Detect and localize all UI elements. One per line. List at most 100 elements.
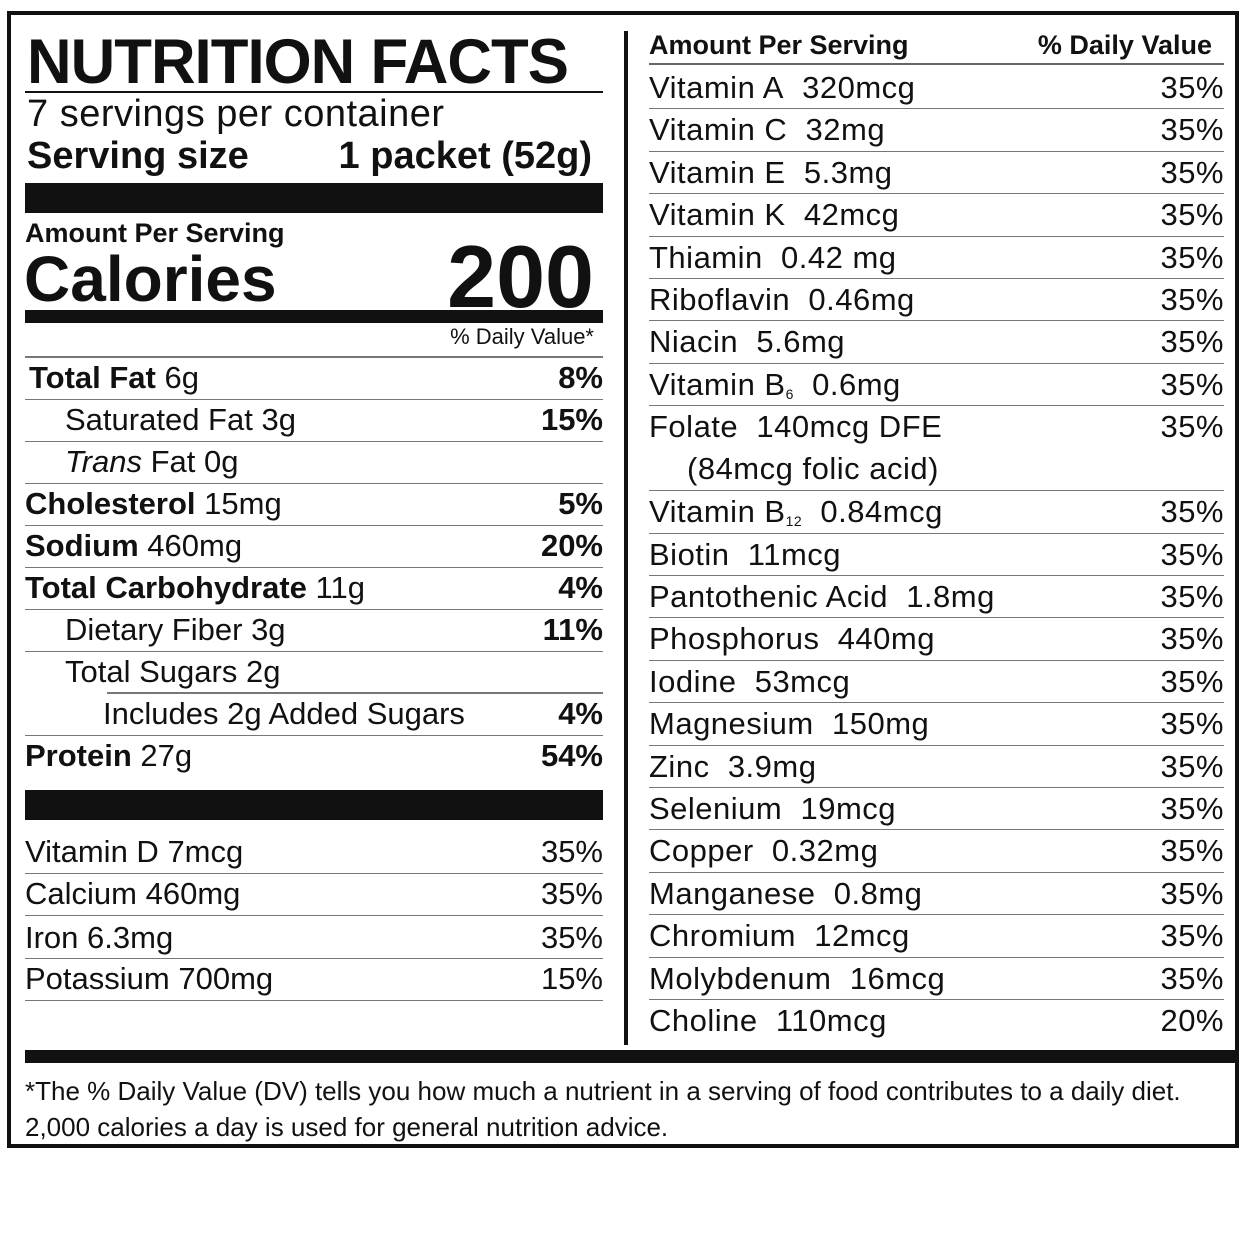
nutrient-dv: 15% — [540, 402, 603, 437]
micronutrient-subscript: 6 — [785, 385, 794, 402]
label-title: NUTRITION FACTS — [27, 27, 569, 97]
nutrient-name: Cholesterol — [25, 486, 196, 521]
nutrient-row-trans-fat: Trans Fat 0g — [25, 442, 603, 484]
nutrient-amount: 3g — [261, 402, 296, 437]
micronutrient-dv: 35% — [1160, 918, 1224, 954]
nutrient-amount: 460mg — [147, 528, 243, 563]
micronutrient-amount: 0.8mg — [833, 875, 923, 911]
micronutrient-dv: 35% — [1160, 621, 1224, 657]
nutrient-name: Saturated Fat — [65, 402, 253, 437]
micronutrient-amount: 32mg — [805, 112, 886, 148]
nutrient-row-total-carbohydrate: Total Carbohydrate 11g 4% — [25, 568, 603, 610]
micronutrient-dv: 35% — [1160, 494, 1224, 530]
nutrient-amount: 0g — [204, 444, 239, 479]
mineral-name: Potassium — [25, 961, 170, 996]
nutrient-row-total-fat: Total Fat 6g 8% — [25, 358, 603, 400]
micronutrient-name: Vitamin B — [649, 494, 786, 530]
micronutrient-row: Riboflavin 0.46mg 35% — [649, 279, 1224, 322]
nutrient-amount: 3g — [251, 612, 286, 647]
micronutrient-row: Biotin 11mcg 35% — [649, 534, 1224, 576]
micronutrient-amount: 5.6mg — [756, 324, 846, 360]
micronutrient-row: Vitamin A 320mcg 35% — [649, 67, 1224, 110]
micronutrient-row: Magnesium 150mg 35% — [649, 703, 1224, 746]
micronutrient-row: Folate 140mcg DFE (84mcg folic acid) 35% — [649, 406, 1224, 492]
nutrient-dv: 11% — [542, 612, 603, 647]
micronutrient-row: Vitamin B12 0.84mcg 35% — [649, 491, 1224, 534]
micronutrient-dv: 35% — [1160, 875, 1224, 911]
micronutrient-dv: 35% — [1160, 409, 1224, 445]
mineral-dv: 35% — [540, 920, 603, 955]
micronutrient-row: Vitamin C 32mg 35% — [649, 109, 1224, 152]
nutrient-row-cholesterol: Cholesterol 15mg 5% — [25, 484, 603, 526]
servings-per-container: 7 servings per container — [27, 93, 445, 135]
mineral-row-potassium: Potassium 700mg 15% — [25, 959, 603, 1001]
micronutrient-name: Choline — [649, 1003, 758, 1038]
right-header-amount: Amount Per Serving — [649, 30, 909, 60]
micronutrient-name: Iodine — [649, 663, 737, 699]
micronutrient-dv: 35% — [1160, 663, 1224, 699]
micronutrient-name: Copper — [649, 833, 754, 869]
mineral-amount: 7mcg — [167, 834, 244, 869]
nutrient-amount: 2g — [245, 654, 281, 689]
micronutrient-amount: 140mcg DFE — [756, 409, 943, 445]
mineral-dv: 15% — [540, 961, 603, 996]
divider — [25, 91, 603, 93]
micronutrient-amount: 0.6mg — [812, 366, 901, 402]
micronutrient-amount: 320mcg — [802, 70, 916, 105]
micronutrient-amount: 11mcg — [747, 536, 842, 572]
nutrient-amount: 11g — [315, 570, 365, 605]
mineral-row-iron: Iron 6.3mg 35% — [25, 916, 603, 959]
footer-divider — [25, 1050, 1235, 1063]
nutrient-amount: 15mg — [204, 486, 282, 521]
column-separator — [624, 31, 628, 1045]
nutrient-dv: 4% — [558, 570, 603, 605]
micronutrient-row: Zinc 3.9mg 35% — [649, 746, 1224, 788]
nutrient-name: Dietary Fiber — [65, 612, 243, 647]
micronutrient-dv: 35% — [1160, 748, 1224, 784]
serving-size-value: 1 packet (52g) — [338, 135, 592, 177]
micronutrient-amount: 110mcg — [775, 1003, 887, 1038]
micronutrient-dv: 35% — [1160, 791, 1224, 826]
medium-divider — [25, 310, 603, 323]
micronutrient-row: Chromium 12mcg 35% — [649, 915, 1224, 958]
micronutrient-row: Vitamin E 5.3mg 35% — [649, 152, 1224, 195]
nutrient-name: Fat — [150, 444, 196, 479]
micronutrient-dv: 35% — [1160, 154, 1224, 190]
micronutrient-dv: 35% — [1160, 282, 1224, 317]
micronutrient-name: Vitamin C — [649, 112, 788, 148]
nutrient-dv: 54% — [540, 738, 603, 773]
mineral-amount: 700mg — [178, 961, 274, 996]
micronutrient-amount: 150mg — [831, 706, 930, 742]
nutrient-row-dietary-fiber: Dietary Fiber 3g 11% — [25, 610, 603, 652]
micronutrient-name: Phosphorus — [649, 621, 820, 657]
micronutrient-amount: 3.9mg — [727, 748, 817, 784]
micronutrient-amount: 0.46mg — [808, 282, 915, 317]
divider — [649, 63, 1224, 65]
footnote: *The % Daily Value (DV) tells you how mu… — [25, 1076, 1181, 1142]
nutrient-row-added-sugars: Includes 2g Added Sugars 4% — [25, 694, 603, 736]
nutrient-row-protein: Protein 27g 54% — [25, 736, 603, 778]
micronutrient-name: Chromium — [649, 918, 796, 954]
nutrient-row-sodium: Sodium 460mg 20% — [25, 526, 603, 568]
micronutrient-row: Molybdenum 16mcg 35% — [649, 958, 1224, 1000]
micronutrient-name: Vitamin E — [649, 154, 786, 190]
micronutrient-amount: 0.84mcg — [820, 494, 943, 530]
micronutrient-name: Folate — [649, 409, 739, 445]
micronutrient-name: Molybdenum — [649, 960, 832, 996]
nutrition-label: NUTRITION FACTS 7 servings per container… — [7, 11, 1239, 1148]
micronutrient-amount: 0.32mg — [771, 833, 879, 869]
micronutrient-row: Niacin 5.6mg 35% — [649, 321, 1224, 364]
micronutrient-row: Choline 110mcg 20% — [649, 1000, 1224, 1042]
micronutrient-row: Vitamin K 42mcg 35% — [649, 194, 1224, 237]
micronutrient-name: Biotin — [649, 536, 730, 572]
micronutrient-amount: 0.42 mg — [781, 239, 897, 275]
nutrient-name: Sodium — [25, 528, 139, 563]
nutrient-name: Total Sugars — [65, 654, 238, 689]
micronutrient-name: Vitamin A — [649, 70, 784, 105]
micronutrient-dv: 35% — [1160, 536, 1224, 572]
micronutrient-row: Phosphorus 440mg 35% — [649, 618, 1224, 661]
micronutrient-subscript: 12 — [785, 513, 803, 530]
nutrient-amount: 6g — [164, 360, 199, 395]
micronutrient-dv: 35% — [1160, 366, 1224, 402]
mineral-name: Iron — [25, 920, 79, 955]
